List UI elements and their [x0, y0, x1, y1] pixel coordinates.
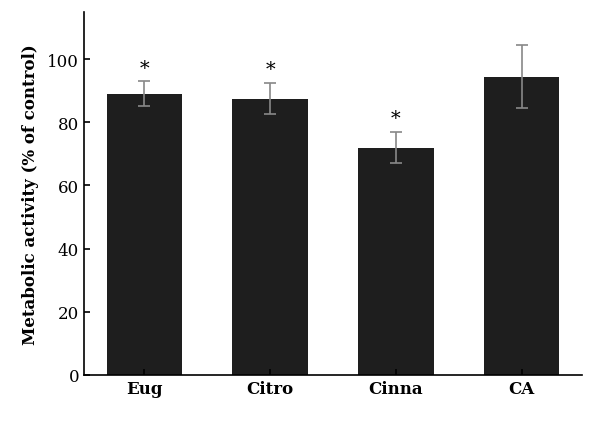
Bar: [484, 78, 559, 375]
Bar: [232, 99, 308, 375]
Bar: [107, 95, 182, 375]
Text: *: *: [140, 59, 149, 78]
Text: *: *: [265, 61, 275, 79]
Y-axis label: Metabolic activity (% of control): Metabolic activity (% of control): [22, 44, 39, 344]
Text: *: *: [391, 110, 401, 128]
Bar: [358, 148, 434, 375]
